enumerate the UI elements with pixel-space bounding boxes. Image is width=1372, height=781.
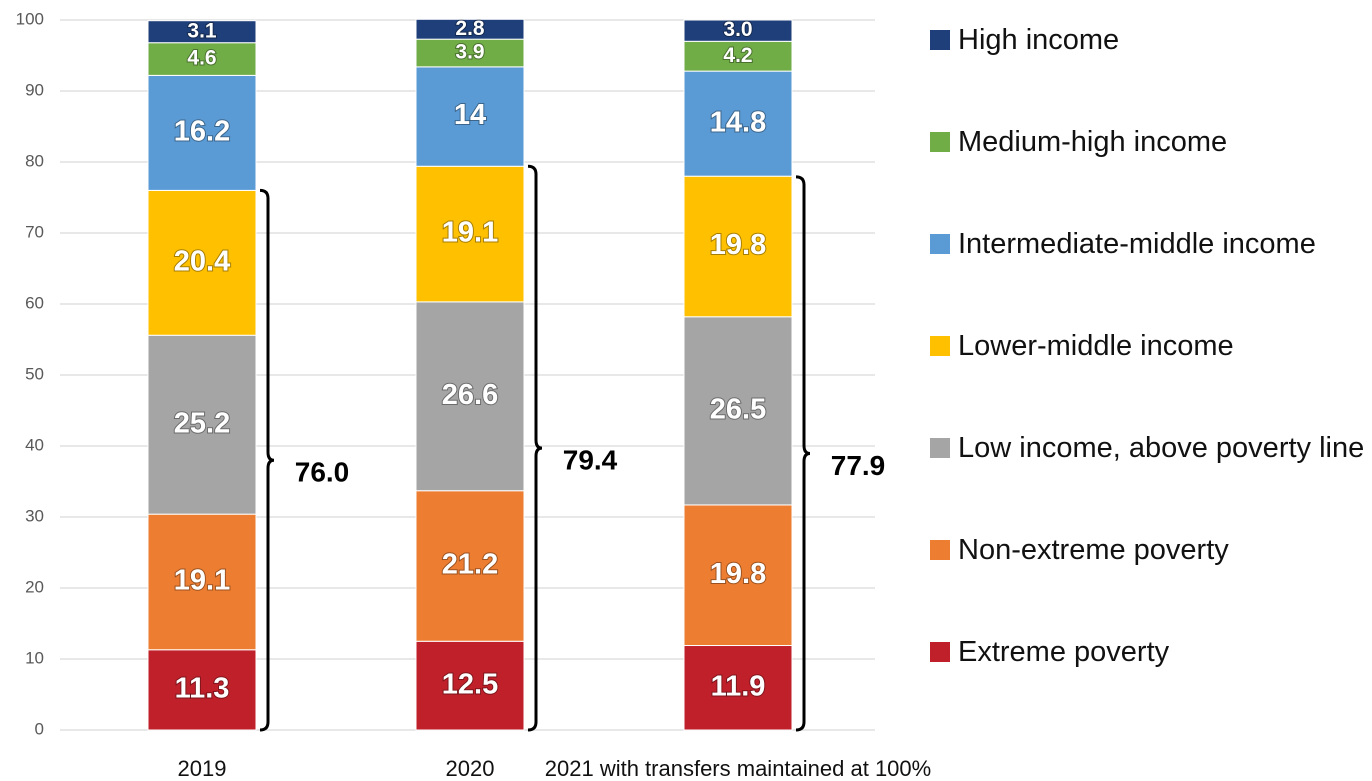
legend-item: Medium-high income <box>930 123 1368 161</box>
data-label: 26.6 <box>442 379 498 411</box>
y-tick-label: 80 <box>25 151 44 170</box>
y-tick-label: 20 <box>25 577 44 596</box>
bar-segment <box>415 301 525 492</box>
annotation: 79.4 <box>563 445 618 476</box>
bar-segment <box>415 640 525 731</box>
legend-item: Lower-middle income <box>930 327 1368 365</box>
legend-label: Low income, above poverty line <box>958 432 1365 464</box>
y-tick-label: 90 <box>25 80 44 99</box>
legend-item: Low income, above poverty line <box>930 429 1368 467</box>
bar-segment <box>147 513 257 651</box>
bar-segment <box>147 189 257 336</box>
legend-label: Extreme poverty <box>958 636 1170 668</box>
data-label: 2.8 <box>455 17 485 40</box>
data-label: 3.1 <box>187 19 217 42</box>
bar-segment <box>683 504 793 647</box>
data-label: 3.9 <box>455 41 484 64</box>
bar-segment <box>147 42 257 76</box>
x-tick-label: 2019 <box>178 756 227 781</box>
y-tick-label: 70 <box>25 222 44 241</box>
legend-swatch <box>930 30 950 50</box>
legend-item: High income <box>930 21 1368 59</box>
data-label: 14.8 <box>710 106 766 138</box>
legend-item: Intermediate-middle income <box>930 225 1368 263</box>
data-label: 19.8 <box>710 558 766 590</box>
bar-segment <box>683 316 793 506</box>
bar-segment <box>683 19 793 42</box>
legend-label: Lower-middle income <box>958 330 1234 362</box>
data-label: 19.8 <box>710 229 766 261</box>
y-tick-label: 50 <box>25 364 44 383</box>
bar-segment <box>147 649 257 731</box>
data-label: 21.2 <box>442 549 498 581</box>
bar-segment <box>147 20 257 44</box>
y-tick-label: 60 <box>25 293 44 312</box>
data-label: 11.3 <box>175 673 230 705</box>
bracket <box>259 188 275 732</box>
bar-segment <box>683 40 793 72</box>
legend-label: Intermediate-middle income <box>958 228 1316 260</box>
y-tick-label: 100 <box>16 9 44 28</box>
legend-label: High income <box>958 24 1120 56</box>
bar-segment <box>415 38 525 68</box>
x-tick-label: 2020 <box>446 756 495 781</box>
data-label: 14 <box>454 99 486 131</box>
bar-segment <box>415 165 525 303</box>
legend-swatch <box>930 438 950 458</box>
y-tick-label: 0 <box>35 719 44 738</box>
annotation: 77.9 <box>831 450 886 481</box>
legend-swatch <box>930 642 950 662</box>
annotation: 76.0 <box>295 457 350 488</box>
legend-label: Medium-high income <box>958 126 1228 158</box>
data-label: 12.5 <box>442 668 498 700</box>
y-tick-label: 30 <box>25 506 44 525</box>
legend-item: Non-extreme poverty <box>930 531 1368 569</box>
data-label: 3.0 <box>723 18 752 41</box>
legend-swatch <box>930 336 950 356</box>
legend-label: Non-extreme poverty <box>958 534 1229 566</box>
bracket <box>795 175 811 732</box>
data-label: 19.1 <box>174 565 230 597</box>
y-tick-label: 40 <box>25 435 44 454</box>
data-label: 25.2 <box>174 407 230 439</box>
data-label: 11.9 <box>711 670 766 702</box>
bar-segment <box>415 490 525 642</box>
bar-segment <box>415 66 525 167</box>
data-label: 19.1 <box>442 217 498 249</box>
bar-segment <box>147 334 257 515</box>
bar-segment <box>147 74 257 191</box>
data-label: 26.5 <box>710 394 766 426</box>
bracket <box>527 164 543 732</box>
bar-segment <box>415 18 525 40</box>
legend-swatch <box>930 540 950 560</box>
legend-swatch <box>930 234 950 254</box>
data-label: 20.4 <box>174 245 230 277</box>
bar-segment <box>683 175 793 318</box>
data-label: 4.6 <box>187 47 216 70</box>
y-tick-label: 10 <box>25 648 44 667</box>
bar-segment <box>683 70 793 177</box>
x-tick-label: 2021 with transfers maintained at 100% <box>545 756 931 781</box>
legend-swatch <box>930 132 950 152</box>
data-label: 4.2 <box>723 44 752 67</box>
data-label: 16.2 <box>174 116 230 148</box>
legend-item: Extreme poverty <box>930 633 1368 671</box>
